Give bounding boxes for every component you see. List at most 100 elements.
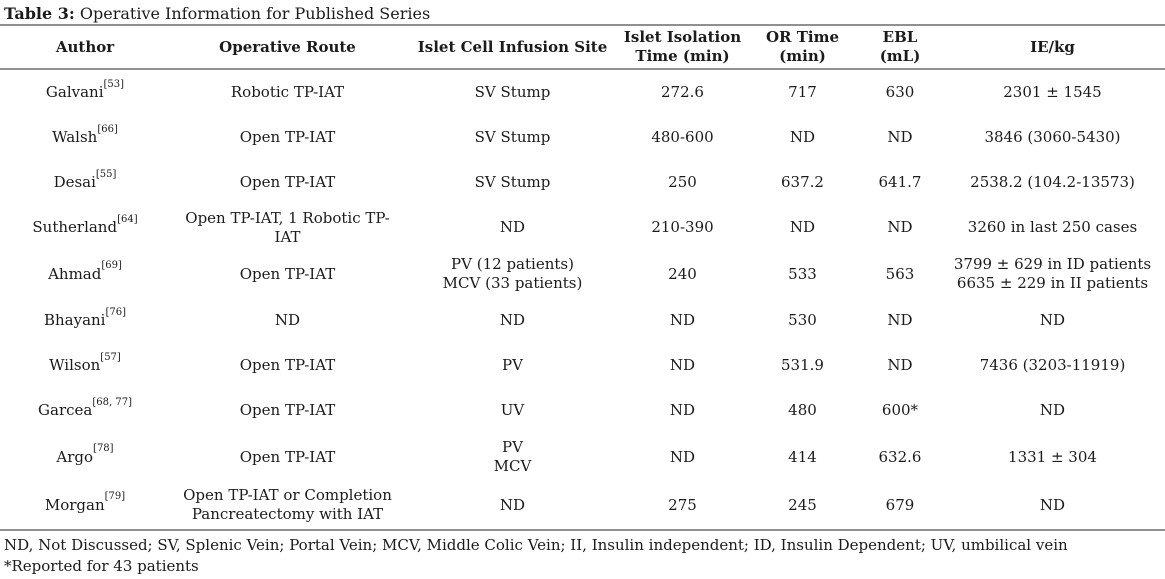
table-footnotes: ND, Not Discussed; SV, Splenic Vein; Por… bbox=[0, 529, 1165, 577]
cell-operative-route: Open TP-IAT bbox=[239, 447, 336, 466]
cell-isolation-time: ND bbox=[669, 447, 696, 466]
author-reference: [76] bbox=[105, 306, 127, 318]
cell-author: Garcea[68, 77] bbox=[0, 388, 170, 433]
cell-author: Desai[55] bbox=[0, 160, 170, 205]
cell-ie-kg: ND bbox=[1039, 401, 1066, 419]
cell-author: Argo[78] bbox=[0, 433, 170, 481]
author-name: Sutherland bbox=[32, 218, 118, 236]
cell-operative-route: ND bbox=[274, 311, 301, 329]
cell-or-time: 530 bbox=[788, 311, 817, 329]
cell-ebl: ND bbox=[887, 311, 913, 329]
cell-isolation-time: ND bbox=[669, 401, 696, 419]
table-row: Morgan[79] Open TP-IAT or Completion Pan… bbox=[0, 481, 1165, 529]
cell-author: Wilson[57] bbox=[0, 343, 170, 388]
cell-infusion-site: PV MCV bbox=[493, 438, 532, 475]
author-reference: [78] bbox=[93, 443, 114, 454]
cell-ie-kg: ND bbox=[1039, 495, 1066, 514]
cell-or-time: 480 bbox=[788, 401, 817, 419]
author-reference: [53] bbox=[103, 78, 125, 90]
cell-ie-kg: 2301 ± 1545 bbox=[1003, 83, 1102, 101]
cell-infusion-site: PV bbox=[502, 356, 523, 374]
cell-isolation-time: 250 bbox=[668, 173, 697, 191]
cell-author: Galvani[53] bbox=[0, 69, 170, 115]
cell-infusion-site: ND bbox=[499, 495, 526, 514]
table-row: Desai[55] Open TP-IAT SV Stump 250 637.2… bbox=[0, 160, 1165, 205]
author-name: Wilson bbox=[49, 356, 101, 374]
cell-operative-route: Open TP-IAT, 1 Robotic TP-IAT bbox=[185, 208, 390, 246]
cell-or-time: 717 bbox=[788, 83, 817, 101]
cell-or-time: 245 bbox=[788, 495, 817, 514]
author-name: Bhayani bbox=[43, 311, 106, 329]
cell-infusion-site: SV Stump bbox=[474, 83, 551, 101]
cell-ebl: 641.7 bbox=[878, 173, 922, 191]
cell-isolation-time: 210-390 bbox=[651, 218, 714, 236]
table-row: Galvani[53] Robotic TP-IAT SV Stump 272.… bbox=[0, 69, 1165, 115]
author-reference: [55] bbox=[95, 168, 117, 180]
cell-ebl: 630 bbox=[885, 83, 915, 101]
cell-ie-kg: 3846 (3060-5430) bbox=[984, 128, 1121, 146]
author-name: Morgan bbox=[44, 495, 105, 514]
cell-author: Morgan[79] bbox=[0, 481, 170, 529]
col-header-ebl: EBL (mL) bbox=[860, 26, 940, 70]
cell-ie-kg: 3260 in last 250 cases bbox=[967, 218, 1138, 236]
cell-infusion-site: PV (12 patients) MCV (33 patients) bbox=[442, 255, 583, 292]
col-header-isolation-time: Islet Isolation Time (min) bbox=[620, 26, 745, 70]
table-row: Ahmad[69] Open TP-IAT PV (12 patients) M… bbox=[0, 250, 1165, 298]
author-name: Garcea bbox=[38, 401, 93, 419]
cell-or-time: ND bbox=[789, 218, 816, 236]
author-reference: [66] bbox=[97, 123, 118, 135]
cell-or-time: ND bbox=[789, 128, 816, 146]
table-title-text: Operative Information for Published Seri… bbox=[74, 4, 431, 23]
cell-operative-route: Open TP-IAT bbox=[239, 356, 336, 374]
col-header-operative-route: Operative Route bbox=[170, 26, 405, 70]
cell-author: Bhayani[76] bbox=[0, 298, 170, 343]
cell-author: Ahmad[69] bbox=[0, 250, 170, 298]
cell-infusion-site: ND bbox=[499, 311, 526, 329]
cell-infusion-site: SV Stump bbox=[474, 128, 551, 146]
col-header-ie-kg: IE/kg bbox=[940, 26, 1165, 70]
cell-operative-route: Open TP-IAT or Completion Pancreatectomy… bbox=[183, 486, 392, 523]
table-row: Wilson[57] Open TP-IAT PV ND 531.9 ND 74… bbox=[0, 343, 1165, 388]
author-name: Desai bbox=[53, 173, 96, 191]
cell-isolation-time: 240 bbox=[668, 264, 697, 283]
cell-ebl: 563 bbox=[885, 264, 915, 283]
cell-operative-route: Open TP-IAT bbox=[239, 173, 336, 191]
table-title-label: Table 3: bbox=[4, 4, 75, 23]
author-reference: [64] bbox=[117, 213, 138, 225]
footnote-reported-patients: *Reported for 43 patients bbox=[4, 557, 199, 575]
author-reference: [68, 77] bbox=[92, 396, 132, 408]
cell-ie-kg: 1331 ± 304 bbox=[1008, 447, 1097, 466]
cell-isolation-time: ND bbox=[669, 311, 696, 329]
cell-ie-kg: 7436 (3203-11919) bbox=[979, 356, 1126, 374]
cell-or-time: 414 bbox=[788, 447, 817, 466]
author-name: Galvani bbox=[45, 83, 104, 101]
cell-ie-kg: 2538.2 (104.2-13573) bbox=[970, 173, 1135, 191]
author-reference: [79] bbox=[104, 491, 126, 502]
author-name: Ahmad bbox=[48, 264, 102, 283]
cell-isolation-time: ND bbox=[669, 356, 696, 374]
author-name: Argo bbox=[56, 447, 94, 466]
table-row: Bhayani[76] ND ND ND 530 ND ND bbox=[0, 298, 1165, 343]
col-header-infusion-site: Islet Cell Infusion Site bbox=[405, 26, 620, 70]
cell-or-time: 531.9 bbox=[781, 356, 824, 374]
table-title: Table 3: Operative Information for Publi… bbox=[0, 0, 1165, 26]
cell-isolation-time: 275 bbox=[668, 495, 697, 514]
cell-or-time: 637.2 bbox=[781, 173, 824, 191]
cell-infusion-site: ND bbox=[499, 218, 526, 236]
table-row: Argo[78] Open TP-IAT PV MCV ND 414 632.6… bbox=[0, 433, 1165, 481]
cell-infusion-site: SV Stump bbox=[474, 173, 551, 191]
cell-operative-route: Open TP-IAT bbox=[239, 401, 336, 419]
cell-ebl: ND bbox=[887, 218, 913, 236]
cell-infusion-site: UV bbox=[500, 401, 525, 419]
cell-ebl: 679 bbox=[885, 495, 915, 514]
table-row: Sutherland[64] Open TP-IAT, 1 Robotic TP… bbox=[0, 205, 1165, 250]
author-name: Walsh bbox=[52, 128, 98, 146]
cell-or-time: 533 bbox=[788, 264, 817, 283]
cell-ebl: 600* bbox=[881, 401, 919, 419]
col-header-author: Author bbox=[0, 26, 170, 70]
table-row: Garcea[68, 77] Open TP-IAT UV ND 480 600… bbox=[0, 388, 1165, 433]
author-reference: [69] bbox=[101, 260, 122, 271]
col-header-or-time: OR Time (min) bbox=[745, 26, 860, 70]
cell-author: Sutherland[64] bbox=[0, 205, 170, 250]
